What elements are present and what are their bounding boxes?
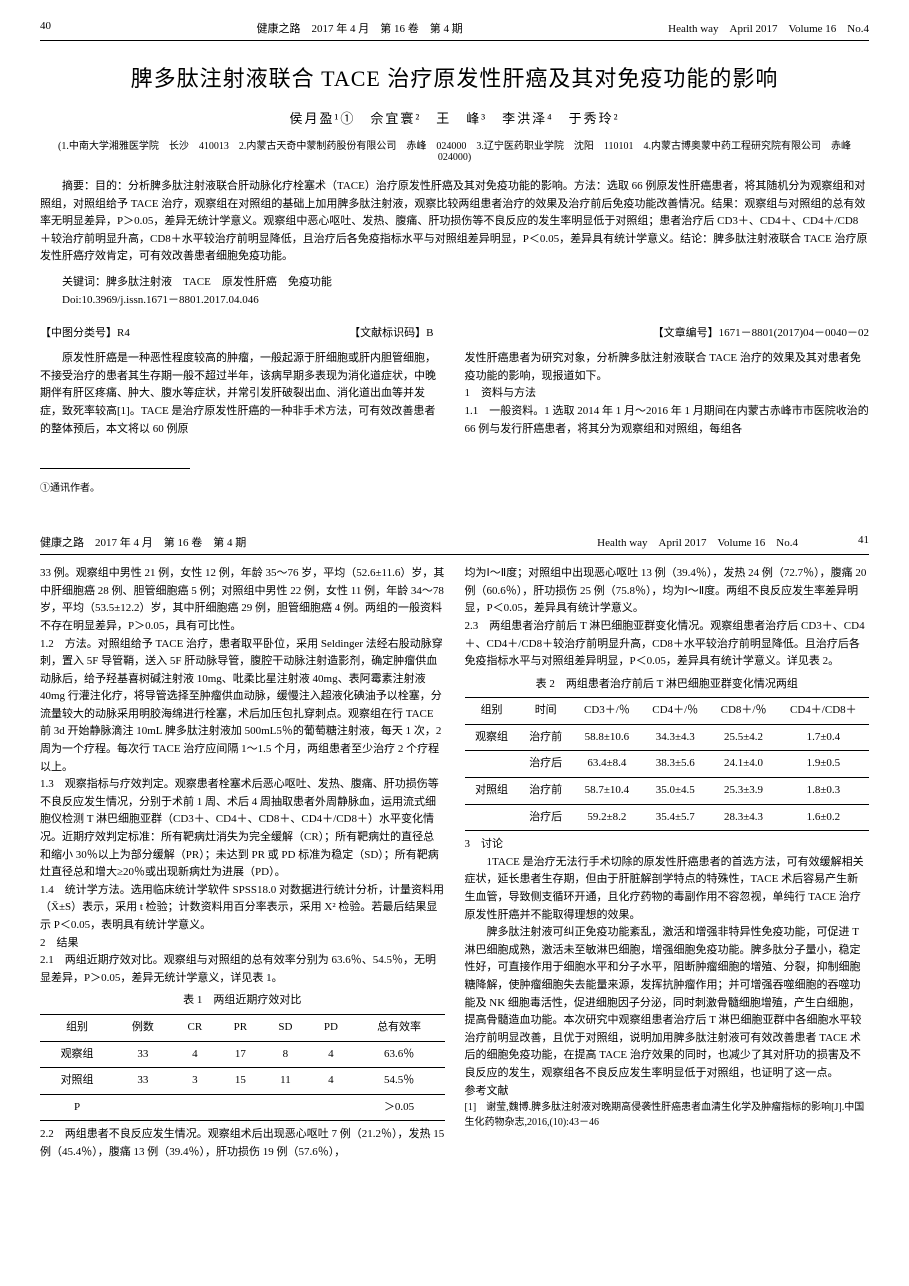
keywords: 关键词：脾多肽注射液 TACE 原发性肝癌 免疫功能 xyxy=(40,274,869,292)
doc-code: 【文献标识码】B xyxy=(349,324,433,340)
table-2: 表 2 两组患者治疗前后 T 淋巴细胞亚群变化情况两组 组别 时间 CD3＋/％… xyxy=(465,676,870,832)
table-2-wrap: 表 2 两组患者治疗前后 T 淋巴细胞亚群变化情况两组 组别 时间 CD3＋/％… xyxy=(465,676,870,832)
t1-h6: 总有效率 xyxy=(354,1014,445,1041)
intro-para-1b: 发性肝癌患者为研究对象，分析脾多肽注射液联合 TACE 治疗的效果及其对患者免疫… xyxy=(465,350,870,385)
references-heading: 参考文献 xyxy=(465,1083,870,1101)
section-2-1: 2.1 两组近期疗效对比。观察组与对照组的总有效率分别为 63.6％、54.5％… xyxy=(40,952,445,987)
section-1-3: 1.3 观察指标与疗效判定。观察患者栓塞术后恶心呕吐、发热、腹痛、肝功损伤等不良… xyxy=(40,776,445,882)
t1-h1: 例数 xyxy=(114,1014,172,1041)
t2-h1: 时间 xyxy=(519,698,573,725)
section-2-3: 2.3 两组患者治疗前后 T 淋巴细胞亚群变化情况。观察组患者治疗后 CD3＋、… xyxy=(465,618,870,671)
table-row: 治疗后59.2±8.235.4±5.728.3±4.31.6±0.2 xyxy=(465,804,870,831)
body-cols-1: 原发性肝癌是一种恶性程度较高的肿瘤，一般起源于肝细胞或肝内胆管细胞，不接受治疗的… xyxy=(40,350,869,438)
abstract: 摘要：目的：分析脾多肽注射液联合肝动脉化疗栓塞术（TACE）治疗原发性肝癌及其对… xyxy=(40,178,869,266)
journal-en-2: Health way April 2017 Volume 16 No.4 xyxy=(597,534,798,550)
corresponding-author: ①通讯作者。 xyxy=(40,479,869,494)
discussion-2: 脾多肽注射液可纠正免疫功能紊乱，激活和增强非特异性免疫功能，可促进 T 淋巴细胞… xyxy=(465,924,870,1082)
clc-number: 【中图分类号】R4 xyxy=(40,324,130,340)
section-2-2: 2.2 两组患者不良反应发生情况。观察组术后出现恶心呕吐 7 例（21.2％），… xyxy=(40,1126,445,1161)
section-2-2b: 均为Ⅰ～Ⅱ度；对照组中出现恶心呕吐 13 例（39.4％），发热 24 例（72… xyxy=(465,565,870,618)
section-1-1: 1.1 一般资料。1 选取 2014 年 1 月～2016 年 1 月期间在内蒙… xyxy=(465,403,870,438)
affiliations: (1.中南大学湘雅医学院 长沙 410013 2.内蒙古天奇中蒙制药股份有限公司… xyxy=(40,137,869,163)
doi: Doi:10.3969/j.issn.1671－8801.2017.04.046 xyxy=(40,292,869,310)
table-row: 观察组治疗前58.8±10.634.3±4.325.5±4.21.7±0.4 xyxy=(465,724,870,751)
t2-h5: CD4＋/CD8＋ xyxy=(778,698,869,725)
page-number: 40 xyxy=(40,20,51,36)
para-33: 33 例。观察组中男性 21 例，女性 12 例，年龄 35～76 岁，平均（5… xyxy=(40,565,445,635)
t2-h4: CD8＋/％ xyxy=(709,698,777,725)
t1-h2: CR xyxy=(172,1014,218,1041)
table-1-header-row: 组别 例数 CR PR SD PD 总有效率 xyxy=(40,1014,445,1041)
t2-h2: CD3＋/％ xyxy=(573,698,641,725)
t1-h4: SD xyxy=(263,1014,308,1041)
section-1-heading: 1 资料与方法 xyxy=(465,385,870,403)
t1-h3: PR xyxy=(218,1014,263,1041)
section-1-2: 1.2 方法。对照组给予 TACE 治疗，患者取平卧位，采用 Seldinger… xyxy=(40,636,445,777)
section-1-4: 1.4 统计学方法。选用临床统计学软件 SPSS18.0 对数据进行统计分析，计… xyxy=(40,882,445,935)
table-row: 对照组治疗前58.7±10.435.0±4.525.3±3.91.8±0.3 xyxy=(465,778,870,805)
table-row: 观察组334178463.6％ xyxy=(40,1041,445,1068)
discussion-1: 1TACE 是治疗无法行手术切除的原发性肝癌患者的首选方法，可有效缓解相关症状，… xyxy=(465,854,870,924)
table-1-wrap: 表 1 两组近期疗效对比 组别 例数 CR PR SD PD 总有效率 观察组3… xyxy=(40,992,445,1121)
table-2-header-row: 组别 时间 CD3＋/％ CD4＋/％ CD8＋/％ CD4＋/CD8＋ xyxy=(465,698,870,725)
t2-h0: 组别 xyxy=(465,698,519,725)
table-row: P＞0.05 xyxy=(40,1094,445,1121)
article-title: 脾多肽注射液联合 TACE 治疗原发性肝癌及其对免疫功能的影响 xyxy=(40,61,869,93)
article-id: 【文章编号】1671－8801(2017)04－0040－02 xyxy=(653,324,869,340)
reference-1: [1] 谢莹,魏博.脾多肽注射液对晚期高侵袭性肝癌患者血清生化学及肿瘤指标的影响… xyxy=(465,1100,870,1130)
journal-en: Health way April 2017 Volume 16 No.4 xyxy=(668,20,869,36)
t1-h5: PD xyxy=(308,1014,353,1041)
page-header-1: 40 健康之路 2017 年 4 月 第 16 卷 第 4 期 Health w… xyxy=(40,20,869,41)
section-2-heading: 2 结果 xyxy=(40,935,445,953)
table-1-caption: 表 1 两组近期疗效对比 xyxy=(40,992,445,1010)
classification-row: 【中图分类号】R4 【文献标识码】B 【文章编号】1671－8801(2017)… xyxy=(40,324,869,340)
page-number-2: 41 xyxy=(858,534,869,550)
page-header-2: 健康之路 2017 年 4 月 第 16 卷 第 4 期 Health way … xyxy=(40,534,869,555)
journal-cn: 健康之路 2017 年 4 月 第 16 卷 第 4 期 xyxy=(51,20,668,36)
authors: 侯月盈¹① 佘宜寰² 王 峰³ 李洪泽⁴ 于秀玲² xyxy=(40,108,869,127)
table-2-caption: 表 2 两组患者治疗前后 T 淋巴细胞亚群变化情况两组 xyxy=(465,676,870,694)
table-row: 治疗后63.4±8.438.3±5.624.1±4.01.9±0.5 xyxy=(465,751,870,778)
journal-cn-2: 健康之路 2017 年 4 月 第 16 卷 第 4 期 xyxy=(40,534,597,550)
table-1: 表 1 两组近期疗效对比 组别 例数 CR PR SD PD 总有效率 观察组3… xyxy=(40,992,445,1121)
section-3-heading: 3 讨论 xyxy=(465,836,870,854)
body-cols-2: 33 例。观察组中男性 21 例，女性 12 例，年龄 35～76 岁，平均（5… xyxy=(40,565,869,1161)
t2-h3: CD4＋/％ xyxy=(641,698,709,725)
intro-para-1: 原发性肝癌是一种恶性程度较高的肿瘤，一般起源于肝细胞或肝内胆管细胞，不接受治疗的… xyxy=(40,350,445,438)
table-row: 对照组3331511454.5％ xyxy=(40,1068,445,1095)
t1-h0: 组别 xyxy=(40,1014,114,1041)
footnote-divider xyxy=(40,468,190,469)
